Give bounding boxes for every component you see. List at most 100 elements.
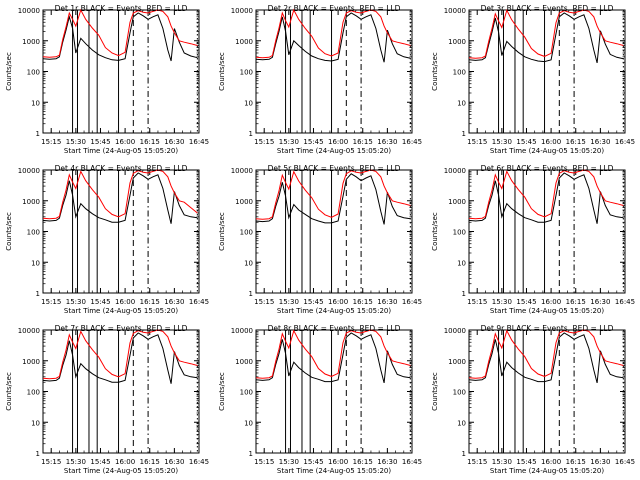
x-tick-label: 16:45 — [615, 138, 635, 146]
y-tick-label: 1 — [462, 130, 466, 138]
panel-title: Det 9r BLACK = Events, RED = LLD — [481, 324, 614, 333]
x-tick-label: 16:30 — [377, 458, 397, 466]
panel-7: 1 10 100 1000 10000 15:15 15:30 15:45 16:00 16:15… — [5, 324, 209, 475]
x-tick-label: 16:15 — [140, 138, 160, 146]
y-tick-label: 100 — [240, 69, 253, 77]
x-tick-label: 16:00 — [328, 298, 348, 306]
y-tick-label: 10000 — [444, 167, 466, 175]
y-axis-label: Counts/sec — [5, 212, 13, 251]
y-tick-label: 10000 — [444, 327, 466, 335]
x-tick-label: 16:45 — [402, 138, 422, 146]
x-tick-label: 15:15 — [41, 138, 61, 146]
x-tick-label: 15:30 — [492, 138, 512, 146]
y-axis-label: Counts/sec — [5, 372, 13, 411]
series-events-line — [468, 12, 624, 64]
y-tick-label: 1 — [36, 290, 40, 298]
series-lld-line — [42, 169, 198, 220]
x-tick-label: 15:30 — [492, 458, 512, 466]
y-tick-label: 10 — [457, 259, 466, 267]
y-tick-label: 1000 — [22, 358, 40, 366]
x-tick-label: 16:30 — [590, 458, 610, 466]
x-axis-label: Start Time (24-Aug-05 15:05:20) — [64, 307, 178, 315]
x-tick-label: 15:45 — [90, 298, 110, 306]
series-lld-line — [468, 169, 624, 220]
y-tick-label: 1000 — [448, 198, 466, 206]
panel-3: 1 10 100 1000 10000 15:15 15:30 15:45 16:00 16:15… — [431, 4, 635, 155]
panel-1: 1 10 100 1000 10000 15:15 15:30 15:45 16:00 16:15… — [5, 4, 209, 155]
series-lld-line — [255, 169, 411, 220]
y-tick-label: 10 — [31, 99, 40, 107]
y-tick-label: 10000 — [231, 327, 253, 335]
y-tick-label: 100 — [27, 389, 40, 397]
x-tick-label: 15:15 — [41, 458, 61, 466]
y-tick-label: 10000 — [444, 7, 466, 15]
x-tick-label: 16:30 — [590, 298, 610, 306]
x-tick-label: 16:30 — [377, 138, 397, 146]
panel-title: Det 6r BLACK = Events, RED = LLD — [481, 164, 614, 173]
y-axis-label: Counts/sec — [218, 372, 226, 411]
panel-5: 1 10 100 1000 10000 15:15 15:30 15:45 16:00 16:15… — [218, 164, 422, 315]
x-tick-label: 16:45 — [615, 298, 635, 306]
x-tick-label: 16:15 — [353, 138, 373, 146]
y-tick-label: 10000 — [18, 7, 40, 15]
panel-9: 1 10 100 1000 10000 15:15 15:30 15:45 16:00 16:15… — [431, 324, 635, 475]
series-lld-line — [42, 8, 198, 58]
y-tick-label: 1000 — [448, 38, 466, 46]
x-axis-label: Start Time (24-Aug-05 15:05:20) — [490, 307, 604, 315]
y-tick-label: 100 — [27, 229, 40, 237]
series-events-line — [42, 332, 198, 384]
panel-title: Det 5r BLACK = Events, RED = LLD — [268, 164, 401, 173]
y-tick-label: 10000 — [18, 327, 40, 335]
y-axis-label: Counts/sec — [218, 212, 226, 251]
y-tick-label: 1 — [36, 450, 40, 458]
panel-title: Det 1r BLACK = Events, RED = LLD — [55, 4, 188, 13]
x-tick-label: 16:00 — [541, 138, 561, 146]
panel-4: 1 10 100 1000 10000 15:15 15:30 15:45 16:00 16:15… — [5, 164, 209, 315]
x-tick-label: 16:00 — [115, 458, 135, 466]
series-lld-line — [42, 329, 198, 380]
x-tick-label: 15:15 — [467, 138, 487, 146]
x-tick-label: 16:15 — [566, 138, 586, 146]
x-tick-label: 16:45 — [402, 298, 422, 306]
y-tick-label: 100 — [240, 229, 253, 237]
x-tick-label: 16:15 — [140, 458, 160, 466]
y-tick-label: 1000 — [235, 358, 253, 366]
x-tick-label: 15:30 — [279, 458, 299, 466]
panel-8: 1 10 100 1000 10000 15:15 15:30 15:45 16:00 16:15… — [218, 324, 422, 475]
x-axis-label: Start Time (24-Aug-05 15:05:20) — [64, 147, 178, 155]
panel-6: 1 10 100 1000 10000 15:15 15:30 15:45 16:00 16:15… — [431, 164, 635, 315]
panel-title: Det 4r BLACK = Events, RED = LLD — [55, 164, 188, 173]
x-tick-label: 16:15 — [566, 458, 586, 466]
x-tick-label: 15:45 — [516, 138, 536, 146]
y-tick-label: 100 — [27, 69, 40, 77]
x-tick-label: 15:30 — [66, 298, 86, 306]
x-axis-label: Start Time (24-Aug-05 15:05:20) — [490, 147, 604, 155]
x-tick-label: 16:00 — [541, 298, 561, 306]
x-tick-label: 16:00 — [115, 298, 135, 306]
y-tick-label: 1000 — [235, 198, 253, 206]
series-lld-line — [468, 329, 624, 379]
y-tick-label: 10 — [31, 259, 40, 267]
x-tick-label: 15:30 — [492, 298, 512, 306]
x-tick-label: 16:30 — [590, 138, 610, 146]
y-tick-label: 100 — [453, 229, 466, 237]
x-tick-label: 15:45 — [303, 458, 323, 466]
y-axis-label: Counts/sec — [431, 52, 439, 91]
x-tick-label: 16:15 — [566, 298, 586, 306]
y-tick-label: 10 — [244, 259, 253, 267]
panel-title: Det 8r BLACK = Events, RED = LLD — [268, 324, 401, 333]
y-tick-label: 1000 — [448, 358, 466, 366]
x-tick-label: 15:30 — [279, 138, 299, 146]
x-tick-label: 15:45 — [90, 458, 110, 466]
y-tick-label: 10 — [244, 419, 253, 427]
y-tick-label: 1 — [462, 290, 466, 298]
x-tick-label: 16:45 — [189, 138, 209, 146]
series-events-line — [255, 332, 411, 384]
series-lld-line — [468, 8, 624, 59]
panel-title: Det 2r BLACK = Events, RED = LLD — [268, 4, 401, 13]
series-events-line — [42, 172, 198, 224]
x-axis-label: Start Time (24-Aug-05 15:05:20) — [490, 467, 604, 475]
x-tick-label: 16:00 — [115, 138, 135, 146]
y-tick-label: 1 — [462, 450, 466, 458]
series-events-line — [468, 332, 624, 384]
